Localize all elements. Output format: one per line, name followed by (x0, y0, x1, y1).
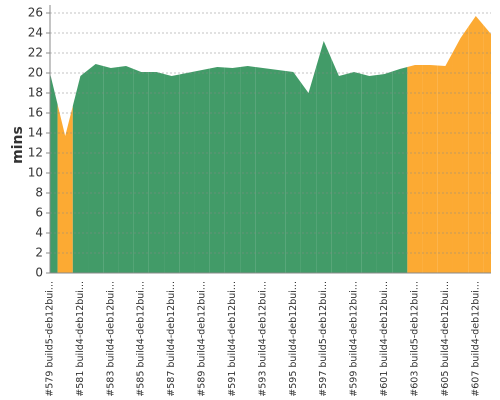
area-segment (300, 67, 317, 273)
y-tick-label: 10 (28, 166, 43, 180)
x-tick-label: #599 build4-deb12bui... (349, 281, 360, 397)
y-tick-label: 16 (28, 106, 43, 120)
area-segment (179, 71, 195, 273)
x-tick-label: #589 build4-deb12bui... (197, 281, 208, 397)
x-tick-label: #587 build4-deb12bui... (166, 281, 177, 397)
y-tick-label: 26 (28, 6, 43, 20)
area-segment (164, 74, 180, 273)
y-tick-label: 0 (35, 266, 43, 280)
area-segment (452, 27, 469, 273)
area-segment (468, 16, 484, 273)
y-tick-label: 24 (28, 26, 43, 40)
area-segment (133, 69, 149, 273)
area-segment (346, 72, 362, 273)
area-segment (270, 69, 286, 273)
y-tick-label: 12 (28, 146, 43, 160)
area-segment (50, 73, 58, 273)
y-tick-label: 20 (28, 66, 43, 80)
x-tick-label: #597 build5-deb12bui... (318, 281, 329, 397)
y-tick-label: 18 (28, 86, 43, 100)
area-segment (331, 58, 347, 273)
area-segment (103, 66, 119, 273)
area-segment (392, 67, 408, 273)
y-axis-label: mins (10, 126, 26, 164)
x-tick-label: #595 build4-deb12bui... (288, 281, 299, 397)
area-segment (361, 74, 377, 273)
area-segment (437, 52, 453, 273)
x-tick-label: #601 build4-deb12bui... (379, 281, 390, 397)
area-segment (118, 66, 134, 273)
y-tick-label: 6 (35, 206, 43, 220)
x-tick-label: #581 build4-deb12bui... (75, 281, 86, 397)
y-tick-label: 8 (35, 186, 43, 200)
area-segment (376, 71, 393, 273)
x-tick-label: #583 build4-deb12bui... (105, 281, 116, 397)
area-segment (224, 67, 241, 273)
x-tick-label: #603 build5-deb12bui... (409, 281, 420, 397)
y-tick-label: 4 (35, 226, 43, 240)
area-segment (209, 67, 225, 273)
x-tick-label: #605 build4-deb12bui... (440, 281, 451, 397)
area-segment (285, 71, 301, 273)
area-segment (407, 65, 423, 273)
y-tick-label: 14 (28, 126, 43, 140)
y-tick-label: 2 (35, 246, 43, 260)
area-segment (148, 72, 165, 273)
area-segment (194, 68, 210, 273)
x-tick-label: #593 build4-deb12bui... (257, 281, 268, 397)
y-tick-label: 22 (28, 46, 43, 60)
area-segment (422, 65, 438, 273)
x-tick-label: #585 build4-deb12bui... (136, 281, 147, 397)
x-tick-label: #591 build4-deb12bui... (227, 281, 238, 397)
area-segment (483, 25, 491, 273)
area-segment (240, 66, 256, 273)
area-segment (88, 64, 104, 273)
area-segment (255, 67, 271, 273)
area-segment (72, 70, 89, 273)
area-segment (316, 41, 332, 273)
x-tick-label: #607 build4-deb12bui... (470, 281, 481, 397)
area-segment (57, 104, 73, 273)
x-tick-label: #579 build5-deb12bui... (45, 281, 56, 397)
